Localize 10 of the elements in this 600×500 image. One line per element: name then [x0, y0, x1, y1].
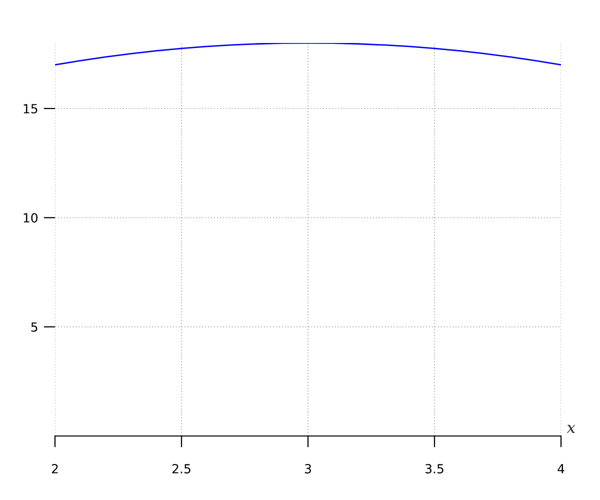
- x-tick-label: 4: [558, 464, 564, 474]
- x-tick-label: 2.5: [172, 464, 190, 474]
- x-tick-label: 3: [304, 464, 311, 474]
- x-tick-label: 2: [52, 464, 58, 474]
- x-tick-label: 3.5: [426, 464, 444, 474]
- y-tick-label: 10: [24, 213, 38, 223]
- y-tick-label: 15: [24, 104, 38, 114]
- y-tick-label: 5: [31, 322, 38, 332]
- line-series: [55, 43, 561, 66]
- x-axis-title: x: [566, 424, 576, 433]
